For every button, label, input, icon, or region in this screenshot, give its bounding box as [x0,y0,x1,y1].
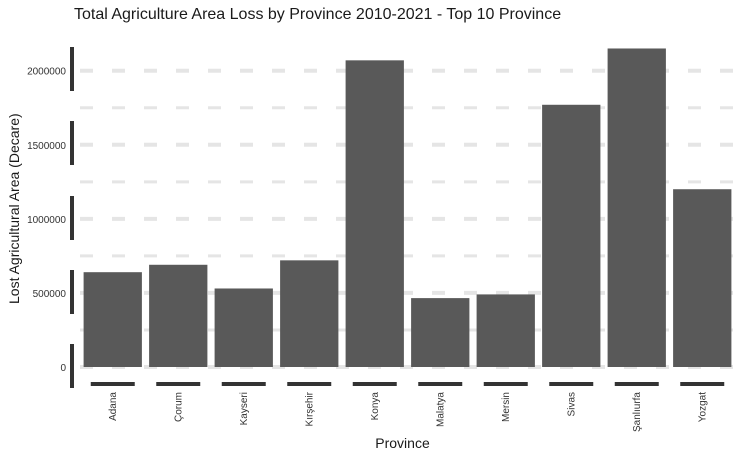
bar [673,189,732,367]
bar [476,294,535,367]
x-tick-label: Kayseri [239,392,250,425]
bar [411,298,470,367]
x-tick-label: Mersin [501,392,512,422]
y-axis: 0 500000 1000000 1500000 2000000 [27,47,74,388]
y-tick-label: 0 [60,363,66,374]
x-tick-label: Çorum [173,392,184,422]
bar [542,104,601,368]
y-tick-label: 1000000 [27,215,66,226]
x-tick-label: Konya [370,392,381,421]
x-tick-label: Şanlıurfa [632,392,643,432]
bar [280,260,339,367]
x-tick-label: Yozgat [697,392,708,422]
x-tick-label: Kırşehir [304,391,315,426]
x-axis-title: Province [375,435,430,451]
bar [149,264,208,367]
chart-title: Total Agriculture Area Loss by Province … [74,6,562,23]
y-tick-label: 1500000 [27,141,66,152]
bar [83,272,142,367]
y-tick-label: 2000000 [27,67,66,78]
bar [214,288,273,367]
y-tick-label: 500000 [33,289,67,300]
bar [345,60,404,367]
x-tick-label: Sivas [566,392,577,416]
x-tick-label: Malatya [435,392,446,427]
x-axis: Adana Çorum Kayseri Kırşehir Konya Malatya Mer… [90,382,725,432]
bars [83,48,732,368]
bar [607,48,666,368]
x-tick-label: Adana [108,392,119,421]
